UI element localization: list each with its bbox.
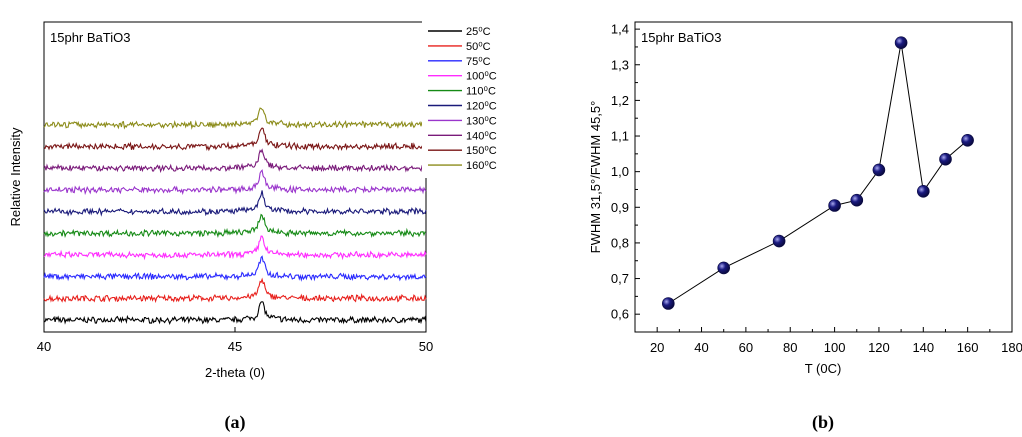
fwhm-point: [872, 163, 886, 177]
xrd-y-axis-label: Relative Intensity: [8, 127, 23, 226]
fwhm-point: [939, 152, 952, 166]
fwhm-point: [717, 261, 731, 275]
fwhm-x-tick-label: 160: [957, 340, 979, 355]
xrd-legend-label: 130⁰C: [466, 115, 497, 127]
fwhm-x-tick-label: 20: [650, 340, 664, 355]
xrd-legend-label: 25⁰C: [466, 26, 491, 38]
xrd-trace: [43, 127, 427, 152]
xrd-trace: [43, 169, 427, 196]
xrd-legend-label: 50⁰C: [466, 41, 491, 53]
xrd-panel: 40 45 50 15phr BaTiO3 2-theta (0) Relative…: [8, 20, 497, 433]
fwhm-y-tick-label: 0,7: [611, 271, 629, 286]
fwhm-y-tick-label: 1,0: [611, 164, 629, 179]
fwhm-y-tick-label: 0,8: [611, 235, 629, 250]
fwhm-x-tick-label: 40: [694, 340, 708, 355]
fwhm-plot-frame: [634, 21, 1013, 333]
fwhm-point: [850, 193, 864, 207]
fwhm-y-tick-label: 1,3: [611, 57, 629, 72]
fwhm-y-tick-label: 1,1: [611, 129, 629, 144]
fwhm-y-tick-label: 1,4: [611, 22, 629, 37]
panel-label-b: (b): [812, 412, 834, 433]
xrd-trace: [43, 301, 427, 325]
fwhm-x-tick-label: 140: [912, 340, 934, 355]
xrd-trace: [43, 107, 427, 130]
fwhm-y-tick-label: 0,9: [611, 200, 629, 215]
fwhm-point: [828, 199, 841, 212]
xrd-trace: [43, 190, 427, 217]
fwhm-point: [661, 297, 675, 310]
fwhm-point: [916, 185, 930, 198]
xrd-trace: [43, 277, 427, 304]
fwhm-point: [772, 234, 786, 248]
xrd-legend-label: 75⁰C: [466, 56, 491, 68]
xrd-legend-label: 160⁰C: [466, 160, 497, 172]
fwhm-y-tick-label: 0,6: [611, 307, 629, 322]
xrd-x-tick-label: 45: [228, 339, 242, 354]
fwhm-y-axis-label: FWHM 31,5°/FWHM 45,5°: [588, 101, 603, 254]
xrd-x-ticks: 40 45 50: [37, 327, 433, 354]
fwhm-annotation: 15phr BaTiO3: [641, 30, 721, 45]
fwhm-y-ticks: 0,6 0,7 0,8 0,9 1,0 1,1 1,2 1,3 1,4: [611, 22, 640, 322]
xrd-legend-label: 140⁰C: [466, 130, 497, 142]
xrd-legend-label: 110⁰C: [466, 86, 496, 98]
fwhm-x-tick-label: 80: [783, 340, 797, 355]
fwhm-y-tick-label: 1,2: [611, 93, 629, 108]
fwhm-point: [894, 36, 908, 50]
xrd-x-tick-label: 40: [37, 339, 51, 354]
xrd-legend-label: 120⁰C: [466, 101, 497, 113]
xrd-trace: [43, 148, 427, 174]
fwhm-x-ticks: 20 40 60 80 100 120 140 160 180: [650, 327, 1022, 355]
xrd-trace: [43, 213, 426, 239]
fwhm-panel: 20 40 60 80 100 120 140 160 180 0,6 0,7 0,8 0,9 1,0 1…: [588, 21, 1022, 433]
fwhm-point: [961, 134, 974, 147]
panel-label-a: (a): [225, 412, 246, 433]
xrd-x-axis-label: 2-theta (0): [205, 365, 265, 380]
xrd-annotation: 15phr BaTiO3: [50, 30, 130, 45]
fwhm-x-tick-label: 120: [868, 340, 890, 355]
xrd-x-tick-label: 50: [419, 339, 433, 354]
fwhm-points: [661, 36, 974, 310]
fwhm-x-tick-label: 60: [739, 340, 753, 355]
fwhm-x-tick-label: 100: [824, 340, 846, 355]
xrd-trace: [43, 235, 427, 261]
xrd-plot-frame: [43, 21, 427, 333]
xrd-legend: 25⁰C 50⁰C 75⁰C 100⁰C 110⁰C 120⁰C 130⁰C 140⁰C 150…: [428, 26, 497, 172]
xrd-traces: [43, 107, 427, 325]
fwhm-x-axis-label: T (0C): [805, 361, 842, 376]
fwhm-connecting-line: [668, 42, 968, 304]
fwhm-line: [668, 42, 968, 304]
xrd-trace: [43, 255, 427, 282]
xrd-legend-label: 150⁰C: [466, 145, 497, 157]
xrd-legend-label: 100⁰C: [466, 71, 497, 83]
fwhm-x-tick-label: 180: [1001, 340, 1022, 355]
